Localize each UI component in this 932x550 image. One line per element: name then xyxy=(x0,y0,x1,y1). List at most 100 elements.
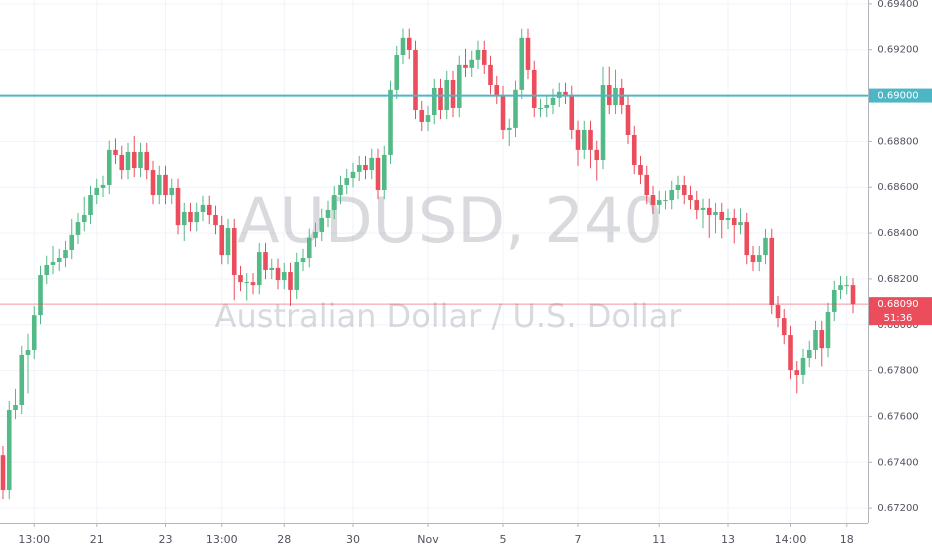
candle-body xyxy=(113,149,118,155)
candle-body xyxy=(513,89,518,128)
candle-body xyxy=(31,315,37,350)
y-tick-label: 0.68400 xyxy=(877,228,918,239)
x-tick-label: 5 xyxy=(500,533,507,546)
candle-body xyxy=(281,272,287,281)
candle-body xyxy=(788,335,793,371)
candle-body xyxy=(75,222,81,235)
candle-body xyxy=(419,110,425,122)
candle-body xyxy=(431,88,437,116)
candle-body xyxy=(594,149,600,160)
candle-body xyxy=(163,174,168,196)
y-tick-label: 0.68800 xyxy=(877,136,918,147)
candle-body xyxy=(81,214,87,223)
candle-body xyxy=(244,282,250,284)
candle-body xyxy=(819,330,825,349)
candle-body xyxy=(325,209,331,218)
candle-body xyxy=(675,184,681,190)
candle-body xyxy=(563,91,568,95)
level-label-box xyxy=(869,88,932,103)
candle-body xyxy=(375,157,381,190)
candle-body xyxy=(181,211,187,226)
y-tick-label: 0.69200 xyxy=(877,45,918,56)
candle-body xyxy=(531,69,537,108)
candle-body xyxy=(469,59,475,68)
candle-body xyxy=(38,275,43,316)
candle-body xyxy=(250,282,256,286)
candle-body xyxy=(706,207,712,215)
candle-body xyxy=(406,37,412,50)
candle-body xyxy=(538,107,543,109)
x-tick-label: 13:00 xyxy=(206,533,238,546)
candle-body xyxy=(569,94,575,130)
y-tick-label: 0.67400 xyxy=(877,457,918,468)
candle-body xyxy=(800,357,806,375)
candle-body xyxy=(750,255,756,262)
candle-body xyxy=(381,154,387,190)
candle-body xyxy=(650,195,656,205)
candle-body xyxy=(394,55,400,90)
candle-body xyxy=(256,252,262,286)
candle-body xyxy=(319,217,325,232)
watermark-symbol: AUDUSD, 240 xyxy=(237,184,663,257)
candle-body xyxy=(25,349,31,356)
candle-body xyxy=(831,289,837,312)
candle-body xyxy=(213,214,218,226)
candle-body xyxy=(781,318,787,336)
candle-body xyxy=(825,311,831,349)
candle-body xyxy=(331,195,337,210)
candle-body xyxy=(231,228,237,276)
candle-body xyxy=(713,211,718,215)
candle-body xyxy=(631,134,637,166)
candle-body xyxy=(156,174,162,196)
candle-body xyxy=(356,165,362,172)
x-tick-label: 14:00 xyxy=(775,533,807,546)
axes: 0.67200 0.67400 0.67600 0.67800 0.68000 0.682… xyxy=(18,0,932,546)
candle-body xyxy=(119,154,125,171)
candle-body xyxy=(0,455,6,490)
x-tick-label: 30 xyxy=(346,533,360,546)
grid xyxy=(0,0,868,523)
candle-body xyxy=(850,285,856,305)
x-tick-label: 28 xyxy=(277,533,291,546)
candles xyxy=(0,28,856,500)
candle-body xyxy=(175,187,181,226)
candle-body xyxy=(306,237,312,259)
candle-body xyxy=(106,149,112,185)
candle-body xyxy=(19,355,25,405)
candle-body xyxy=(725,217,731,221)
candle-body xyxy=(69,234,75,251)
candle-body xyxy=(88,195,93,215)
candle-body xyxy=(219,225,225,256)
x-tick-label: 7 xyxy=(575,533,582,546)
candle-body xyxy=(125,151,131,171)
countdown: 51:36 xyxy=(884,313,913,324)
x-tick-label: 18 xyxy=(840,533,854,546)
x-tick-label: 23 xyxy=(159,533,173,546)
candle-body xyxy=(56,258,62,262)
candle-body xyxy=(744,222,750,256)
candle-body xyxy=(150,170,156,196)
candle-body xyxy=(681,184,687,196)
candle-body xyxy=(200,204,206,212)
candle-body xyxy=(575,129,581,150)
candle-body xyxy=(206,204,212,215)
candle-body xyxy=(544,104,550,108)
candle-body xyxy=(600,85,606,160)
y-tick-label: 0.67200 xyxy=(877,503,918,514)
candle-body xyxy=(13,404,18,411)
candle-body xyxy=(763,237,768,256)
candle-body xyxy=(494,85,500,95)
candle-body xyxy=(188,211,193,223)
candle-body xyxy=(338,184,343,196)
candle-body xyxy=(488,64,493,86)
y-tick-label: 0.67800 xyxy=(877,366,918,377)
candle-body xyxy=(769,237,775,306)
overlay xyxy=(0,94,868,305)
candle-body xyxy=(100,184,106,188)
candle-body xyxy=(275,267,281,281)
candle-body xyxy=(131,151,137,168)
candle-body xyxy=(500,94,506,130)
